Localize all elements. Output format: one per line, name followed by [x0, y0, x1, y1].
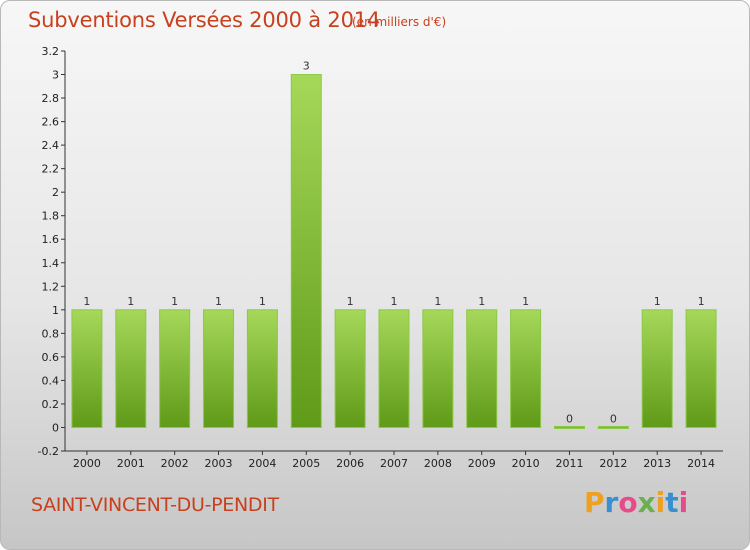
- x-tick-label-2011: 2011: [555, 457, 583, 470]
- y-tick-label: 0: [52, 421, 59, 434]
- bar-2003: [203, 309, 235, 428]
- x-tick-label-2009: 2009: [468, 457, 496, 470]
- bar-2004: [246, 309, 278, 428]
- x-tick-label-2012: 2012: [599, 457, 627, 470]
- value-label-2004: 1: [259, 295, 266, 308]
- y-tick-label: 1.8: [42, 210, 60, 223]
- y-tick-label: 2.8: [42, 92, 60, 105]
- y-tick-label: 3: [52, 69, 59, 82]
- y-tick-label: 3.2: [42, 45, 60, 58]
- y-tick-label: 2.6: [42, 116, 60, 129]
- bar-2001: [115, 309, 147, 428]
- y-tick-label: 2: [52, 186, 59, 199]
- x-tick-label-2010: 2010: [512, 457, 540, 470]
- x-tick-label-2014: 2014: [687, 457, 715, 470]
- bar-2000: [71, 309, 103, 428]
- bar-2007: [378, 309, 410, 428]
- bar-2014: [685, 309, 717, 428]
- x-tick-label-2013: 2013: [643, 457, 671, 470]
- value-label-2002: 1: [171, 295, 178, 308]
- x-tick-label-2002: 2002: [161, 457, 189, 470]
- value-label-2008: 1: [434, 295, 441, 308]
- value-label-2011: 0: [566, 412, 573, 425]
- y-tick-label: 2.4: [42, 139, 60, 152]
- y-tick-label: 0.2: [42, 398, 60, 411]
- y-tick-label: 0.6: [42, 351, 60, 364]
- logo-letter: x: [637, 486, 656, 519]
- bar-2010: [510, 309, 542, 428]
- x-tick-label-2003: 2003: [205, 457, 233, 470]
- bar-2002: [159, 309, 191, 428]
- chart-title: Subventions Versées 2000 à 2014: [28, 8, 381, 32]
- value-label-2000: 1: [83, 295, 90, 308]
- y-tick-label: 1.6: [42, 233, 60, 246]
- x-tick-label-2006: 2006: [336, 457, 364, 470]
- x-tick-label-2000: 2000: [73, 457, 101, 470]
- x-tick-label-2004: 2004: [248, 457, 276, 470]
- value-label-2013: 1: [654, 295, 661, 308]
- y-tick-label: 1: [52, 304, 59, 317]
- bar-2006: [334, 309, 366, 428]
- bar-2011: [553, 425, 585, 429]
- y-tick-label: 0.4: [42, 374, 60, 387]
- value-label-2006: 1: [347, 295, 354, 308]
- bar-2013: [641, 309, 673, 428]
- value-label-2014: 1: [698, 295, 705, 308]
- value-label-2010: 1: [522, 295, 529, 308]
- proxiti-logo: Proxiti: [584, 486, 688, 519]
- x-tick-label-2005: 2005: [292, 457, 320, 470]
- commune-name: SAINT-VINCENT-DU-PENDIT: [31, 494, 279, 516]
- y-tick-label: -0.2: [38, 445, 59, 458]
- y-tick-label: 1.2: [42, 280, 60, 293]
- y-tick-label: 2.2: [42, 163, 60, 176]
- logo-letter: i: [655, 486, 666, 519]
- value-label-2012: 0: [610, 412, 617, 425]
- logo-letter: P: [584, 486, 605, 519]
- logo-letter: r: [604, 486, 619, 519]
- x-tick-label-2008: 2008: [424, 457, 452, 470]
- logo-letter: o: [618, 486, 638, 519]
- value-label-2007: 1: [391, 295, 398, 308]
- y-tick-label: 0.8: [42, 327, 60, 340]
- value-label-2003: 1: [215, 295, 222, 308]
- x-tick-label-2007: 2007: [380, 457, 408, 470]
- value-label-2005: 3: [303, 60, 310, 73]
- bar-2009: [466, 309, 498, 428]
- bar-2008: [422, 309, 454, 428]
- value-label-2009: 1: [478, 295, 485, 308]
- unit-note: (en milliers d'€): [352, 15, 447, 29]
- value-label-2001: 1: [127, 295, 134, 308]
- x-tick-label-2001: 2001: [117, 457, 145, 470]
- bar-2005: [290, 74, 322, 428]
- logo-letter: i: [678, 486, 689, 519]
- y-tick-label: 1.4: [42, 257, 60, 270]
- bar-2012: [597, 425, 629, 429]
- logo-letter: t: [665, 486, 679, 519]
